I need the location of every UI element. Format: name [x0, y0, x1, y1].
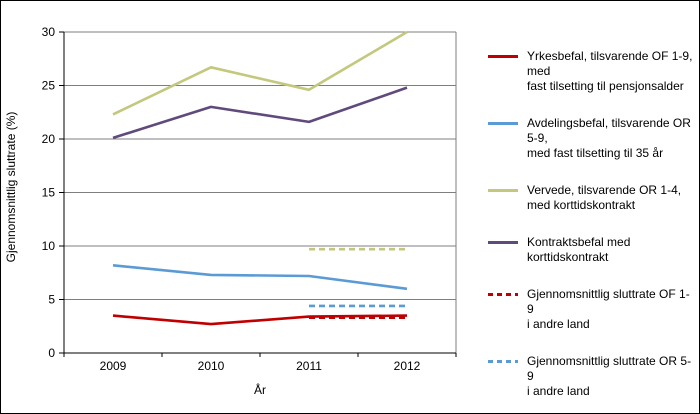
legend-item-3: Kontraktsbefal med korttidskontrakt	[488, 235, 694, 265]
x-tick-label: 2010	[198, 359, 225, 373]
legend-line-swatch	[488, 122, 518, 125]
series-line-2	[112, 30, 408, 116]
legend-label: Avdelingsbefal, tilsvarende OR 5-9, med …	[527, 116, 691, 160]
legend-line-swatch	[488, 189, 518, 192]
legend-line-swatch	[488, 293, 518, 296]
legend-item-5: Gjennomsnittlig sluttrate OR 5-9 i andre…	[488, 354, 694, 399]
x-tick-label: 2012	[394, 359, 421, 373]
series-line-1	[112, 264, 408, 291]
y-tick-label: 10	[42, 239, 56, 253]
legend-label: Kontraktsbefal med korttidskontrakt	[527, 235, 631, 264]
chart-plot-area: 0 5 10 15 20 25 30 2009 2010 2011 2012 Gjennomsnit…	[4, 25, 457, 397]
legend-line-swatch	[488, 55, 518, 58]
x-tick-label: 2011	[296, 359, 322, 373]
legend-line-swatch	[488, 241, 518, 244]
x-tick-label: 2009	[100, 359, 127, 373]
legend-label: Vervede, tilsvarende OR 1-4, med korttid…	[527, 183, 682, 212]
legend-label: Yrkesbefal, tilsvarende OF 1-9, med fast…	[527, 49, 693, 93]
series-line-0	[112, 314, 408, 326]
y-tick-label: 25	[42, 79, 56, 93]
legend-line-swatch	[488, 360, 518, 363]
legend-label: Gjennomsnittlig sluttrate OR 5-9 i andre…	[527, 354, 692, 398]
legend-item-2: Vervede, tilsvarende OR 1-4, med korttid…	[488, 183, 694, 213]
x-axis-title: År	[254, 382, 266, 397]
legend-item-0: Yrkesbefal, tilsvarende OF 1-9, med fast…	[488, 49, 694, 94]
y-axis-title: Gjennomsnittlig sluttrate (%)	[4, 112, 18, 263]
y-tick-label: 0	[48, 346, 55, 360]
y-tick-label: 15	[42, 186, 56, 200]
legend-label: Gjennomsnittlig sluttrate OF 1-9 i andre…	[527, 287, 690, 331]
legend-item-1: Avdelingsbefal, tilsvarende OR 5-9, med …	[488, 116, 694, 161]
legend-item-4: Gjennomsnittlig sluttrate OF 1-9 i andre…	[488, 287, 694, 332]
chart-legend: Yrkesbefal, tilsvarende OF 1-9, med fast…	[488, 49, 694, 413]
y-tick-label: 30	[42, 25, 56, 39]
y-tick-label: 5	[48, 293, 55, 307]
y-tick-label: 20	[42, 132, 56, 146]
series-line-3	[112, 86, 408, 140]
